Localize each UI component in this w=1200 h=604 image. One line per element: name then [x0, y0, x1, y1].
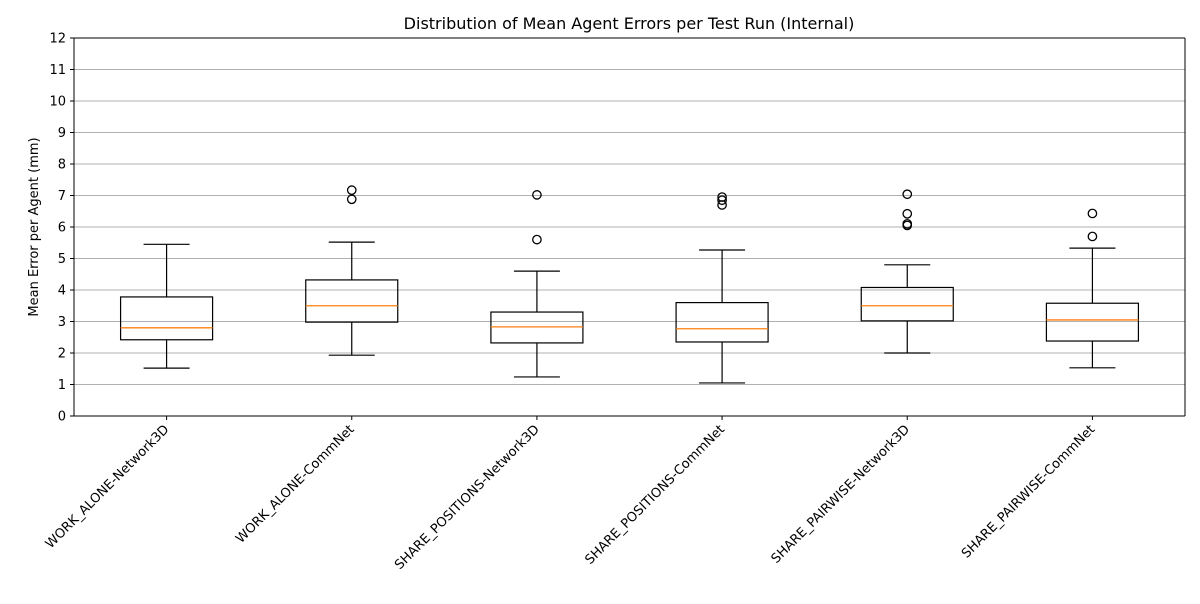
- box-5: [860, 189, 954, 354]
- x-tick-label: WORK_ALONE-CommNet: [233, 422, 357, 546]
- iqr-box: [1045, 302, 1140, 342]
- grid-lines: [74, 37, 1185, 385]
- y-tick-label: 2: [58, 347, 66, 362]
- y-axis-label: Mean Error per Agent (mm): [27, 137, 42, 316]
- outlier-point: [902, 208, 913, 219]
- outlier-point: [532, 234, 542, 245]
- y-tick-label: 5: [58, 252, 66, 267]
- y-tick-label: 10: [49, 95, 66, 110]
- outlier-point: [532, 190, 542, 200]
- x-tick-label: SHARE_PAIRWISE-Network3D: [769, 422, 913, 566]
- outlier-point: [717, 195, 727, 206]
- y-tick-label: 4: [58, 284, 66, 299]
- box-1: [119, 243, 214, 369]
- outlier-point: [346, 185, 357, 195]
- box-3: [490, 190, 584, 378]
- y-tick-label: 0: [58, 410, 66, 425]
- y-tick-label: 3: [58, 315, 66, 330]
- box-2: [305, 185, 399, 356]
- y-tick-label: 12: [49, 32, 66, 47]
- outlier-point: [717, 192, 727, 202]
- outlier-point: [902, 219, 913, 229]
- x-tick-label: SHARE_POSITIONS-CommNet: [582, 422, 727, 567]
- y-tick-label: 6: [58, 221, 66, 236]
- outlier-point: [902, 189, 913, 200]
- outlier-point: [1087, 231, 1098, 242]
- chart-title: Distribution of Mean Agent Errors per Te…: [404, 14, 855, 33]
- box-6: [1045, 208, 1140, 369]
- box-4: [675, 192, 769, 384]
- y-tick-label: 7: [58, 189, 66, 204]
- x-tick-label: WORK_ALONE-Network3D: [43, 422, 173, 552]
- iqr-box: [305, 279, 399, 323]
- boxes: [119, 185, 1140, 384]
- y-tick-label: 1: [58, 378, 66, 393]
- iqr-box: [675, 302, 769, 343]
- y-tick-label: 11: [49, 63, 66, 78]
- outlier-point: [1087, 208, 1098, 219]
- x-tick-label: SHARE_PAIRWISE-CommNet: [959, 422, 1098, 561]
- outlier-point: [346, 194, 357, 205]
- axes: [70, 37, 1186, 420]
- iqr-box: [119, 296, 214, 341]
- y-tick-label: 9: [58, 126, 66, 141]
- y-tick-label: 8: [58, 158, 66, 173]
- iqr-box: [860, 286, 954, 322]
- x-tick-label: SHARE_POSITIONS-Network3D: [392, 422, 543, 573]
